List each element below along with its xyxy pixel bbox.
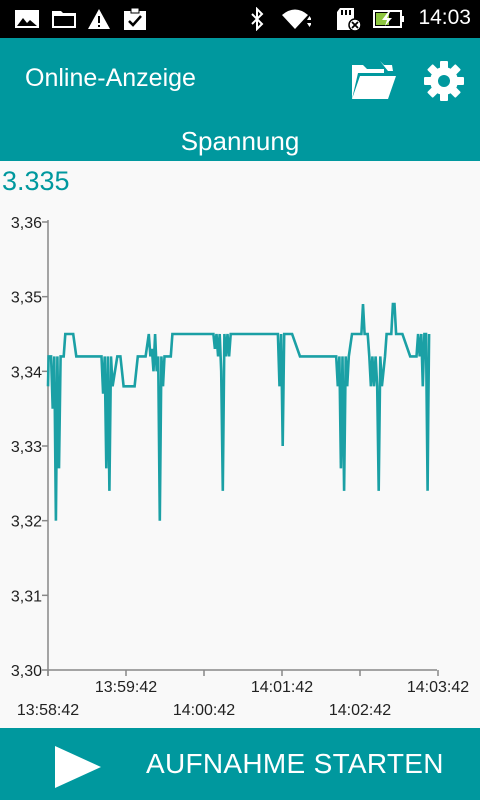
current-value: 3.335: [2, 166, 70, 196]
y-tick-label: 3,35: [11, 290, 42, 307]
measurement-title: Spannung: [180, 126, 300, 156]
clipboard-check-icon: [124, 7, 146, 30]
y-tick-label: 3,31: [11, 588, 42, 605]
x-tick-label: 14:01:42: [251, 679, 313, 696]
app-bar: Online-Anzeige Spannung: [0, 38, 480, 161]
warning-icon: [88, 9, 110, 29]
x-tick-label: 14:03:42: [407, 679, 469, 696]
y-tick-label: 3,33: [11, 439, 42, 456]
voltage-series-line: [46, 302, 431, 521]
x-tick-label: 14:02:42: [329, 702, 391, 719]
x-tick-label: 13:59:42: [95, 679, 157, 696]
gear-icon[interactable]: [423, 60, 465, 102]
record-bar[interactable]: AUFNAHME STARTEN: [0, 728, 480, 800]
battery-charging-icon: [373, 10, 404, 28]
status-bar: 14:03: [0, 0, 480, 38]
play-icon[interactable]: [52, 744, 104, 790]
x-tick-label: 13:58:42: [17, 702, 79, 719]
y-tick-label: 3,34: [11, 364, 42, 381]
y-tick-label: 3,32: [11, 514, 42, 531]
folder-icon: [52, 11, 76, 28]
y-tick-label: 3,30: [11, 663, 42, 680]
y-tick-label: 3,36: [11, 215, 42, 232]
x-tick-label: 14:00:42: [173, 702, 235, 719]
wifi-icon: [282, 9, 311, 29]
bluetooth-icon: [251, 7, 264, 31]
start-recording-button[interactable]: AUFNAHME STARTEN: [146, 748, 444, 779]
image-icon: [15, 10, 39, 28]
sd-card-icon: [337, 8, 362, 31]
app-title: Online-Anzeige: [25, 64, 196, 92]
voltage-line-chart: 3,36 3,35 3,34 3,33 3,32 3,31 3,30 13:58:42 14:0…: [11, 215, 469, 719]
status-time: 14:03: [418, 6, 471, 29]
folder-open-icon[interactable]: [346, 59, 398, 103]
